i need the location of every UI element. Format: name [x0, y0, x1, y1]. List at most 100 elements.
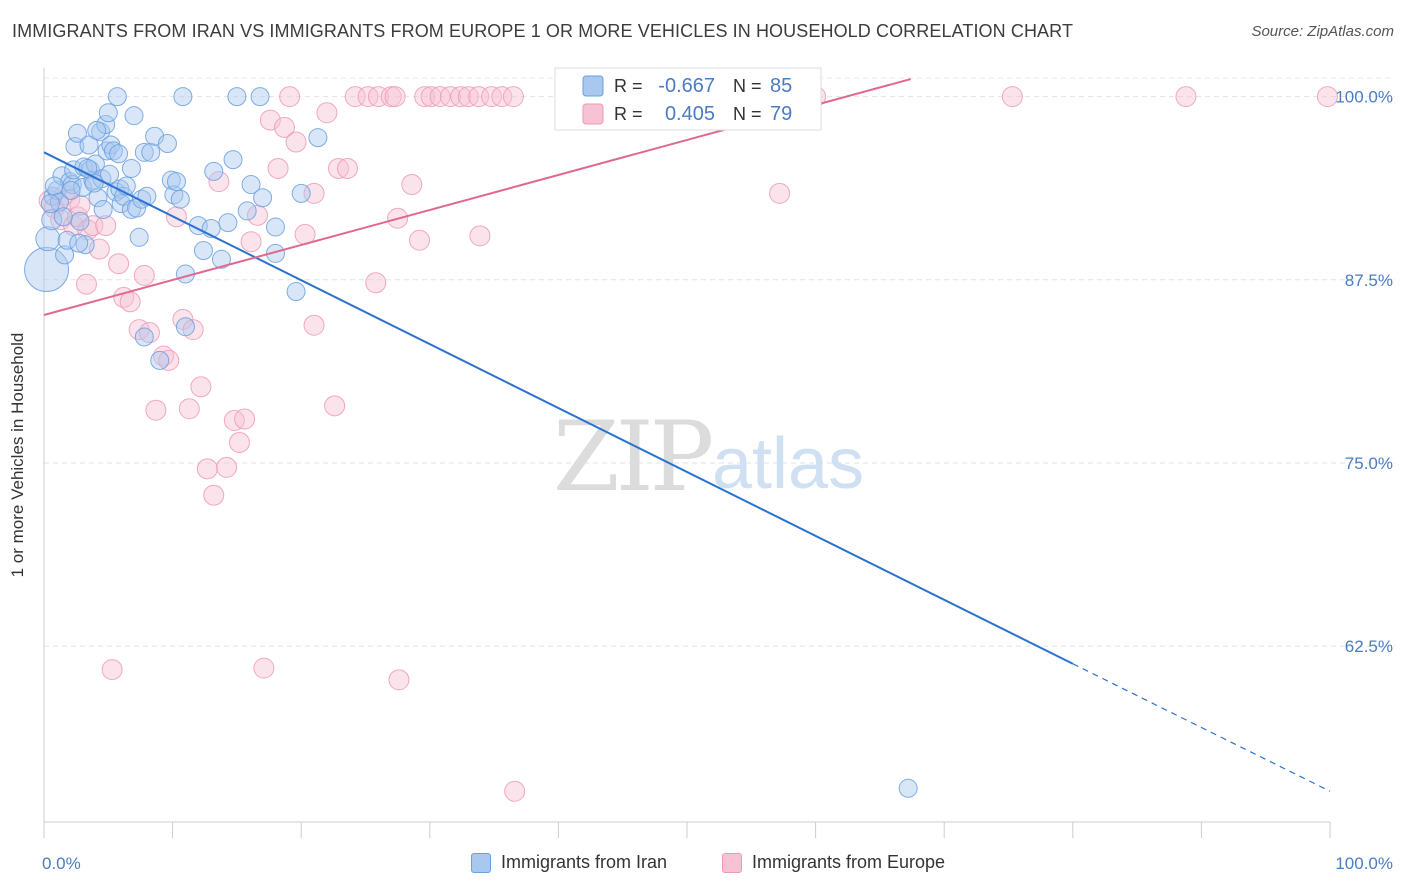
point-iran [93, 199, 113, 219]
source-label: Source: ZipAtlas.com [1251, 23, 1394, 40]
point-iran [61, 180, 81, 200]
point-europe [324, 395, 346, 417]
series-europe-points [38, 86, 1338, 802]
point-europe [491, 86, 513, 108]
point-iran [129, 227, 149, 247]
point-europe [259, 109, 281, 131]
point-europe [69, 194, 91, 216]
point-iran [107, 87, 127, 107]
legend-r-value: 0.405 [665, 103, 715, 125]
point-europe [108, 253, 130, 275]
point-iran [218, 213, 238, 233]
point-europe [95, 215, 117, 237]
point-iran [170, 189, 190, 209]
point-europe [469, 225, 491, 247]
point-iran [204, 161, 224, 181]
point-europe [468, 86, 490, 108]
legend-item-europe[interactable]: Immigrants from Europe [722, 852, 945, 873]
point-europe [267, 157, 289, 179]
point-iran [265, 217, 285, 237]
point-europe [344, 86, 366, 108]
legend-n-value: 79 [770, 103, 792, 125]
point-europe [196, 458, 218, 480]
legend-r-value: -0.667 [658, 75, 715, 97]
point-iran [286, 282, 306, 302]
point-europe [75, 273, 97, 295]
point-europe [384, 86, 406, 108]
legend-item-iran[interactable]: Immigrants from Iran [471, 852, 667, 873]
point-europe [502, 86, 524, 108]
point-iran [75, 235, 95, 255]
legend-n-label: N = [733, 104, 762, 124]
point-europe [228, 431, 250, 453]
point-iran [44, 176, 64, 196]
point-europe [504, 780, 526, 802]
point-europe [273, 116, 295, 138]
point-europe [240, 231, 262, 253]
point-iran [67, 123, 87, 143]
point-europe [1001, 86, 1023, 108]
point-iran [55, 245, 75, 265]
y-tick-label: 62.5% [1345, 637, 1393, 656]
point-iran [70, 211, 90, 231]
point-europe [133, 264, 155, 286]
legend-swatch-europe [582, 103, 604, 125]
point-iran [40, 194, 60, 214]
point-iran [223, 150, 243, 170]
point-iran [35, 226, 61, 252]
point-iran [134, 327, 154, 347]
point-europe [1175, 86, 1197, 108]
series-iran-points [24, 87, 918, 798]
point-iran [173, 87, 193, 107]
point-iran [250, 87, 270, 107]
point-iran [898, 778, 918, 798]
point-iran [57, 230, 77, 250]
point-iran [109, 144, 129, 164]
point-iran [53, 207, 73, 227]
legend-r-label: R = [614, 76, 643, 96]
point-europe [178, 398, 200, 420]
point-iran [124, 106, 144, 126]
point-europe [216, 456, 238, 478]
point-europe [203, 484, 225, 506]
point-iran [98, 103, 118, 123]
x-tick-label: 100.0% [1335, 854, 1393, 873]
point-iran [150, 350, 170, 370]
legend-swatch-europe [722, 852, 742, 873]
point-europe [119, 291, 141, 313]
point-europe [182, 319, 204, 341]
point-iran [141, 142, 161, 162]
point-europe [165, 206, 187, 228]
legend-label-europe: Immigrants from Europe [752, 852, 946, 872]
point-europe [145, 399, 167, 421]
tick-labels: 100.0% 87.5% 75.0% 62.5% 0.0% 100.0% [42, 88, 1393, 873]
point-europe [365, 272, 387, 294]
x-tick-label: 0.0% [42, 854, 81, 873]
y-tick-label: 100.0% [1335, 88, 1393, 107]
point-europe [316, 102, 338, 124]
point-iran [73, 177, 93, 197]
legend-n-value: 85 [770, 75, 792, 97]
point-iran [97, 141, 117, 161]
point-iran [134, 142, 154, 162]
point-europe [336, 157, 358, 179]
point-europe [420, 86, 442, 108]
point-europe [101, 659, 123, 681]
point-europe [327, 157, 349, 179]
point-europe [401, 174, 423, 196]
point-iran [79, 135, 99, 155]
point-iran [24, 247, 70, 293]
y-tick-label: 87.5% [1345, 271, 1393, 290]
point-iran [211, 249, 231, 269]
gridlines [44, 77, 1395, 647]
point-europe [279, 86, 301, 108]
bottom-legend: Immigrants from Iran Immigrants from Eur… [0, 852, 1406, 878]
point-europe [285, 131, 307, 153]
point-iran [166, 172, 186, 192]
point-europe [367, 86, 389, 108]
point-iran [175, 317, 195, 337]
y-tick-label: 75.0% [1345, 454, 1393, 473]
point-iran [103, 141, 123, 161]
point-iran [121, 158, 141, 178]
